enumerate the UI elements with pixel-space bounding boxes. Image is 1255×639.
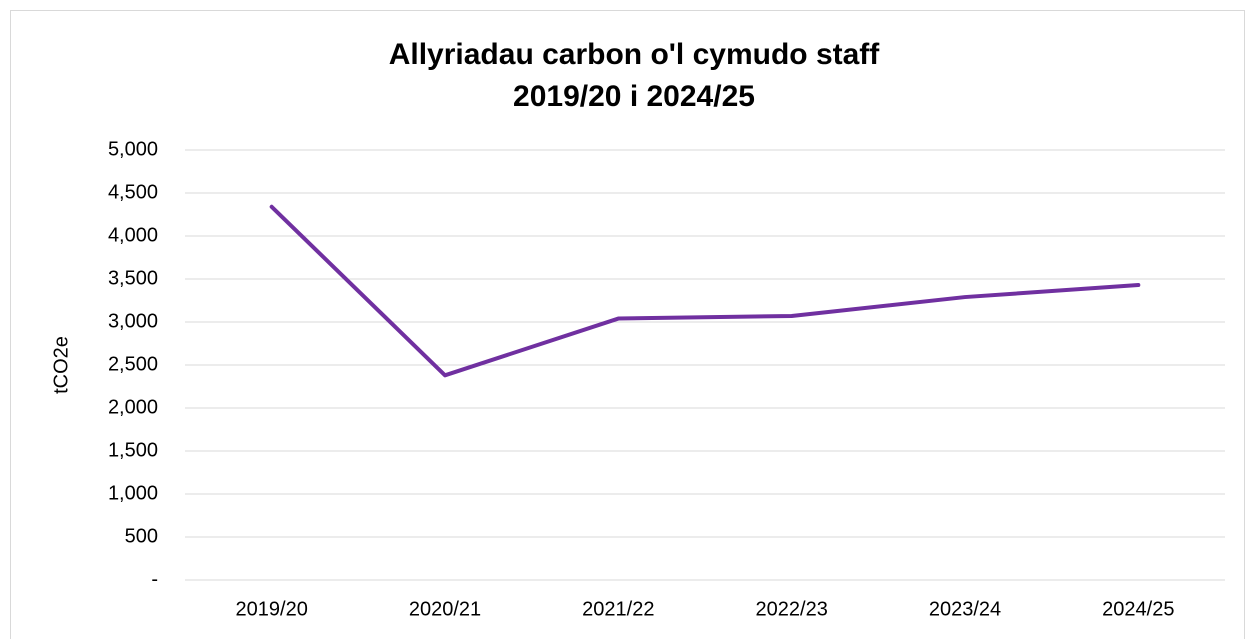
chart-title: Allyriadau carbon o'l cymudo staff (389, 38, 881, 71)
y-tick-label: 3,500 (108, 267, 158, 289)
x-tick-label: 2021/22 (582, 598, 654, 620)
y-tick-label: 5,000 (108, 138, 158, 160)
y-tick-label: 1,500 (108, 439, 158, 461)
x-tick-label: 2024/25 (1102, 598, 1174, 620)
y-tick-label: 500 (125, 525, 158, 547)
data-line (269, 204, 1141, 378)
x-tick-label: 2023/24 (929, 598, 1001, 620)
x-tick-label: 2022/23 (756, 598, 828, 620)
y-tick-label: 3,000 (108, 310, 158, 332)
y-axis-label: tCO2e (50, 336, 72, 394)
y-tick-label: 4,500 (108, 181, 158, 203)
chart-title: 2019/20 i 2024/25 (513, 80, 755, 113)
y-tick-label: 4,000 (108, 224, 158, 246)
x-tick-label: 2020/21 (409, 598, 481, 620)
y-tick-label: 2,500 (108, 353, 158, 375)
y-tick-label: 1,000 (108, 482, 158, 504)
y-tick-label: - (151, 568, 158, 590)
chart-border (10, 10, 1245, 639)
x-tick-label: 2019/20 (236, 598, 308, 620)
y-tick-label: 2,000 (108, 396, 158, 418)
